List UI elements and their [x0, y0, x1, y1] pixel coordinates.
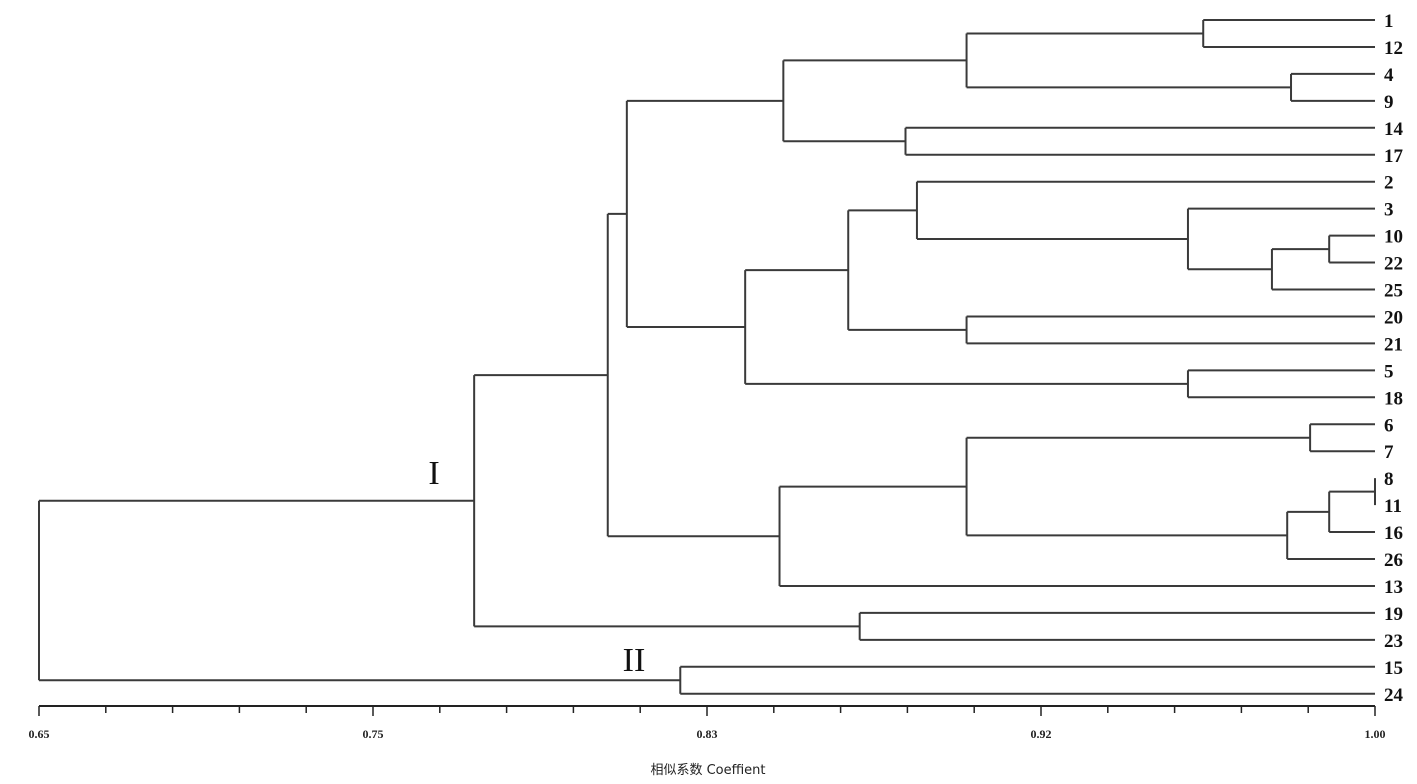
axis-title: 相似系数 Coeffient — [650, 763, 765, 778]
leaf-label: 18 — [1384, 388, 1403, 409]
leaf-label: 22 — [1384, 254, 1403, 275]
leaf-label: 3 — [1384, 200, 1394, 221]
leaf-label: 12 — [1384, 38, 1403, 59]
axis-ticks: 0.65 0.75 0.83 0.92 1.00 — [29, 706, 1386, 741]
leaf-label: 14 — [1384, 119, 1404, 140]
leaf-label: 26 — [1384, 550, 1403, 571]
leaf-label: 7 — [1384, 442, 1394, 463]
leaf-label: 9 — [1384, 92, 1394, 113]
axis-tick-label: 0.65 — [29, 727, 50, 741]
leaf-label: 19 — [1384, 604, 1403, 625]
axis-tick-label: 0.92 — [1031, 727, 1052, 741]
leaf-label: 6 — [1384, 415, 1394, 436]
leaf-label: 17 — [1384, 146, 1404, 167]
leaf-label: 2 — [1384, 173, 1394, 194]
leaf-label: 10 — [1384, 227, 1403, 248]
dendrogram-branches — [38, 19, 1376, 695]
leaf-label: 5 — [1384, 361, 1394, 382]
leaf-label: 11 — [1384, 496, 1402, 517]
leaf-label: 15 — [1384, 658, 1403, 679]
leaf-label: 25 — [1384, 281, 1403, 302]
leaf-label: 16 — [1384, 523, 1403, 544]
axis-tick-label: 1.00 — [1365, 727, 1386, 741]
axis-tick-label: 0.75 — [363, 727, 384, 741]
leaf-label: 1 — [1384, 11, 1394, 32]
cluster-label-I: I — [428, 455, 439, 492]
leaf-label: 13 — [1384, 577, 1403, 598]
leaf-label: 24 — [1384, 685, 1404, 706]
cluster-label-II: II — [623, 642, 646, 679]
leaf-labels: 1124914172310222520215186781116261319231… — [1384, 11, 1404, 706]
coefficient-axis: 0.65 0.75 0.83 0.92 1.00 相似系数 Coeffient — [29, 705, 1386, 778]
leaf-label: 4 — [1384, 65, 1394, 86]
leaf-label: 21 — [1384, 334, 1403, 355]
leaf-label: 23 — [1384, 631, 1403, 652]
axis-tick-label: 0.83 — [697, 727, 718, 741]
leaf-label: 8 — [1384, 469, 1394, 490]
leaf-label: 20 — [1384, 307, 1403, 328]
